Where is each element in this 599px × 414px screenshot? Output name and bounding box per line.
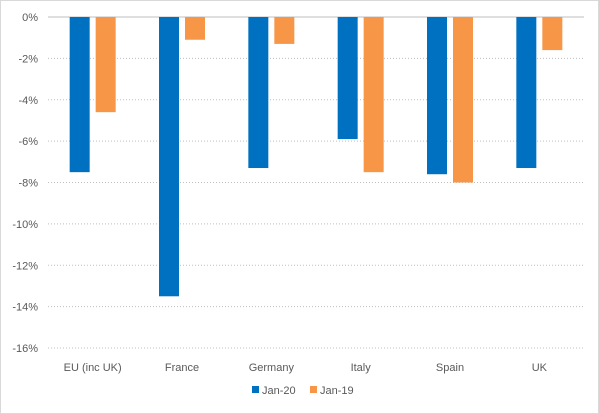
legend-swatch: [310, 386, 317, 393]
bar-jan-20-0: [69, 17, 90, 173]
y-tick-label: -8%: [18, 178, 38, 190]
y-tick-label: -16%: [12, 343, 38, 355]
y-tick-label: -4%: [18, 95, 38, 107]
bar-jan-20-4: [427, 17, 447, 175]
x-axis-categories: EU (inc UK) France Germany Italy Spain UK: [64, 362, 548, 374]
x-category-label: Italy: [351, 362, 372, 374]
x-category-label: EU (inc UK): [64, 362, 122, 374]
bar-jan-20-2: [248, 17, 269, 169]
bars: [69, 17, 563, 297]
y-tick-label: 0%: [22, 12, 38, 24]
bar-jan-20-1: [159, 17, 179, 297]
x-category-label: Germany: [249, 362, 295, 374]
bar-jan-20-3: [337, 17, 358, 140]
bar-jan-19-2: [274, 17, 295, 44]
gridlines: [48, 16, 584, 349]
y-tick-label: -14%: [12, 302, 38, 314]
bar-jan-19-4: [453, 17, 473, 183]
y-tick-label: -12%: [12, 260, 38, 272]
bar-jan-19-0: [95, 17, 116, 113]
legend: Jan-20 Jan-19: [252, 385, 354, 397]
y-tick-label: -10%: [12, 219, 38, 231]
x-category-label: Spain: [436, 362, 464, 374]
y-axis-ticks: 0% -2% -4% -6% -8% -10% -12% -14% -16%: [12, 12, 38, 355]
legend-label: Jan-19: [320, 385, 354, 397]
bar-jan-19-5: [542, 17, 563, 51]
bar-jan-20-5: [516, 17, 537, 169]
x-category-label: UK: [532, 362, 548, 374]
x-category-label: France: [165, 362, 199, 374]
y-tick-label: -2%: [18, 53, 38, 65]
legend-swatch: [252, 386, 259, 393]
legend-label: Jan-20: [262, 385, 296, 397]
bar-jan-19-1: [185, 17, 205, 40]
bar-jan-19-3: [363, 17, 384, 173]
y-tick-label: -6%: [18, 136, 38, 148]
